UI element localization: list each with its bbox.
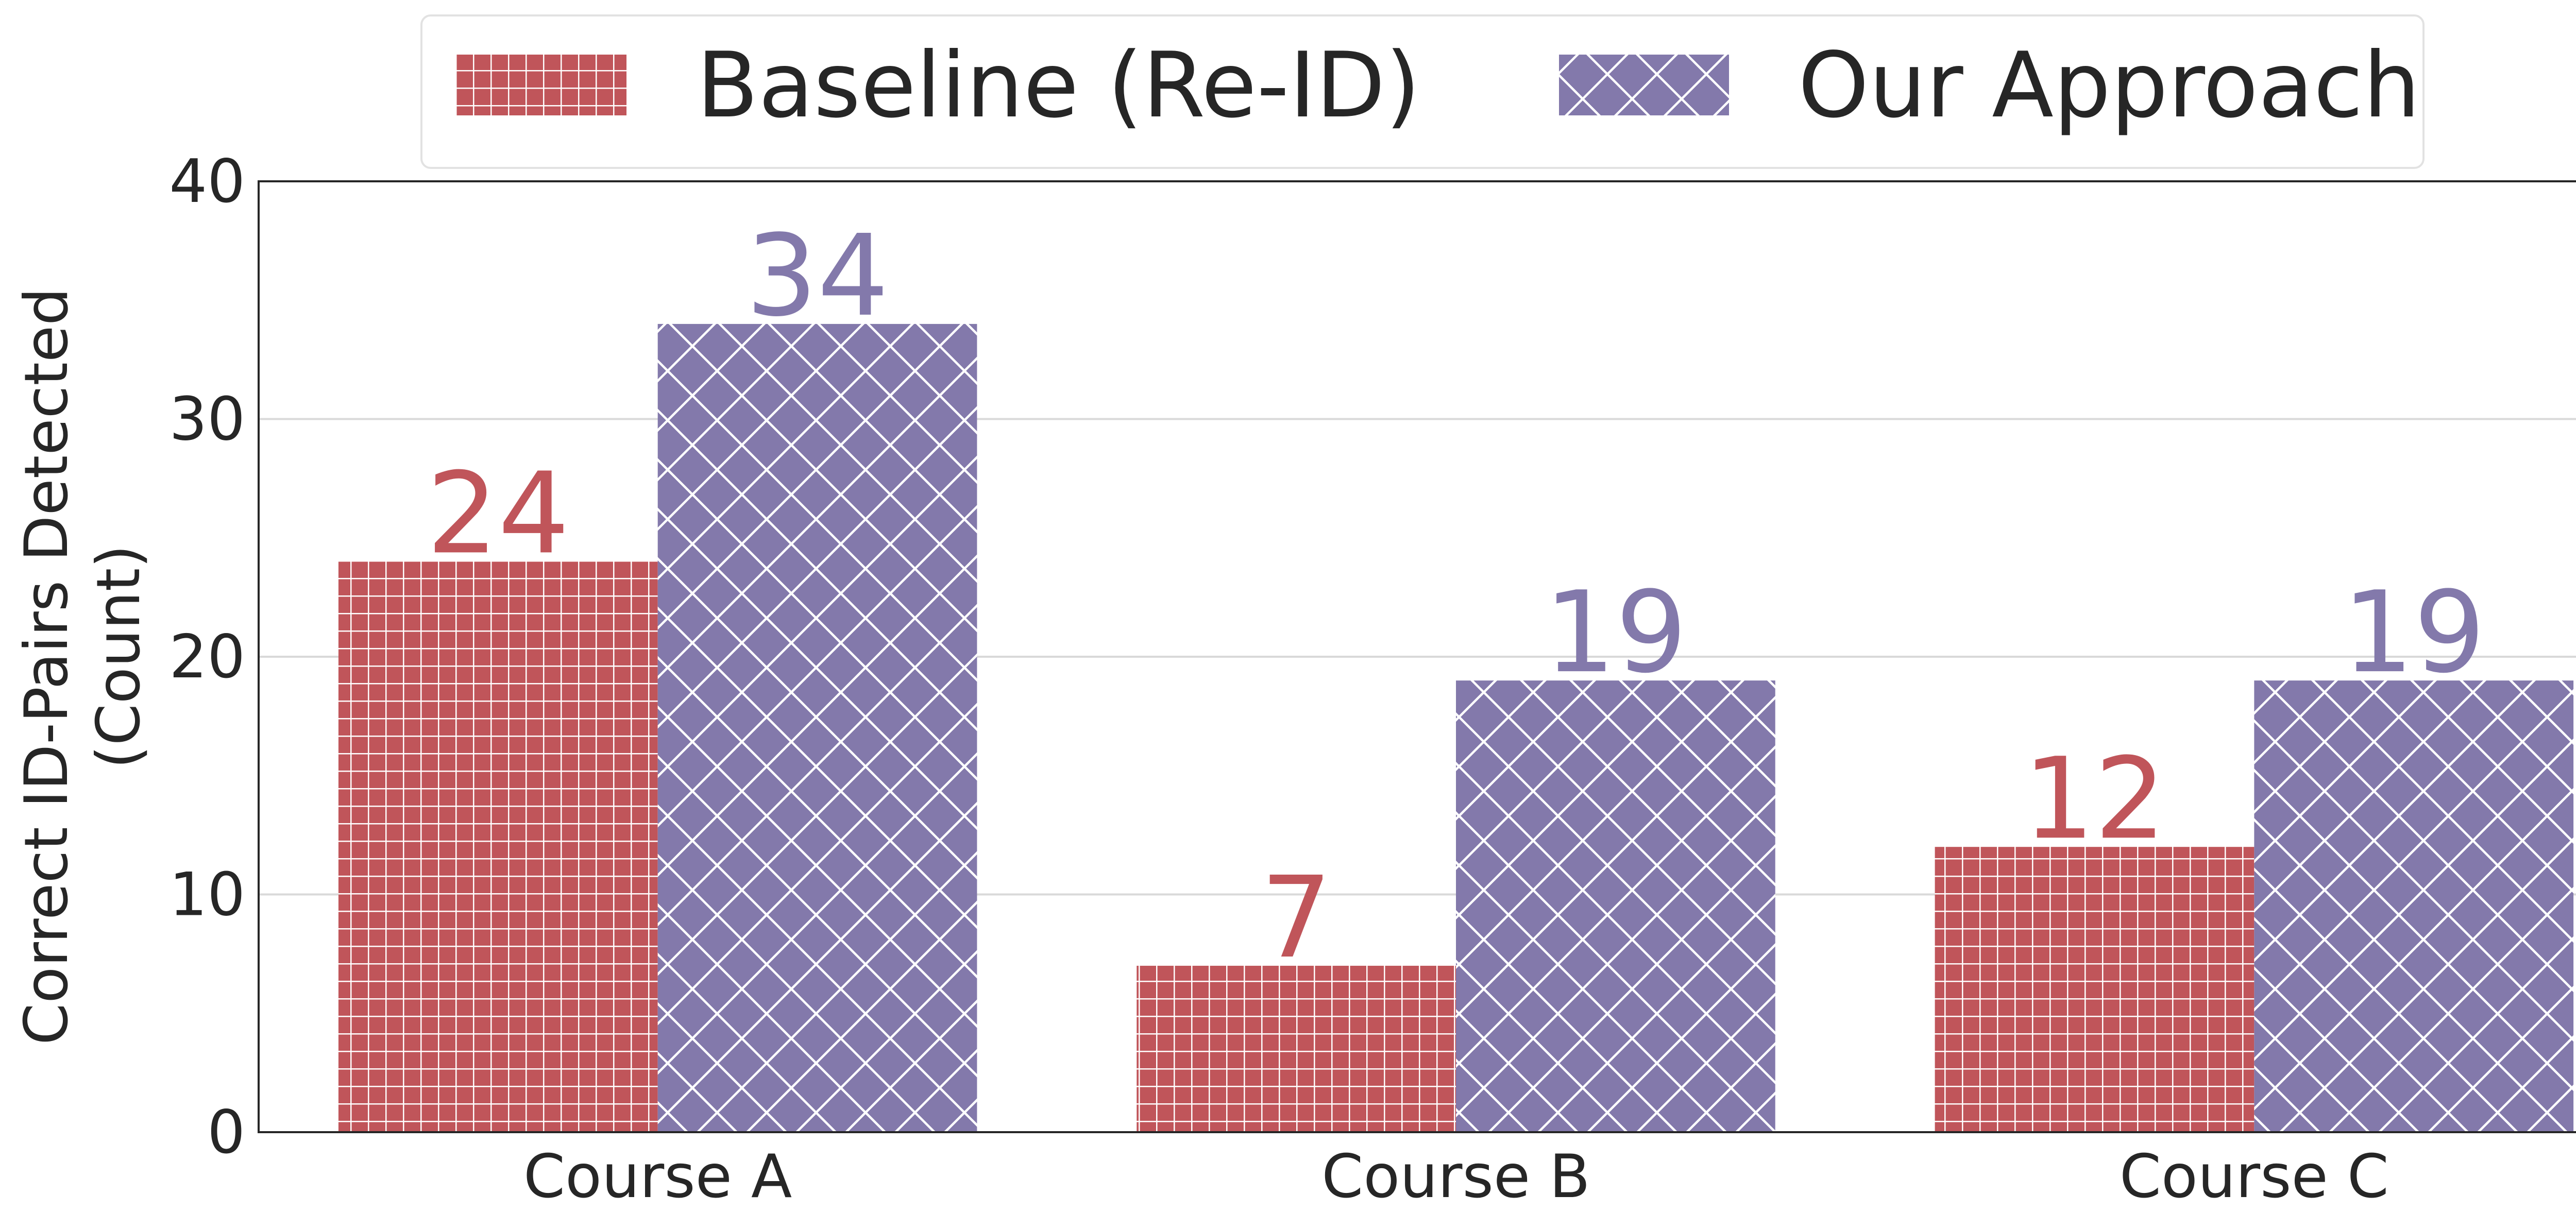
bar-our-approach-course-c bbox=[2254, 680, 2574, 1132]
y-axis-label: Correct ID-Pairs Detected (Count) bbox=[12, 268, 154, 1045]
data-labels: 24 34 7 19 12 19 bbox=[427, 211, 2485, 983]
legend-swatch-baseline bbox=[456, 55, 626, 115]
legend-swatch-our-approach bbox=[1559, 55, 1729, 115]
data-label-our-approach-course-b: 19 bbox=[1544, 568, 1687, 698]
data-label-our-approach-course-a: 34 bbox=[746, 211, 889, 342]
bar-our-approach-course-a bbox=[657, 323, 977, 1132]
data-label-baseline-re-id-course-a: 24 bbox=[427, 449, 569, 579]
y-axis-label-line-1: Correct ID-Pairs Detected bbox=[12, 287, 81, 1045]
y-tick-label: 10 bbox=[169, 860, 245, 930]
bar-our-approach-course-b bbox=[1456, 680, 1775, 1132]
bar-baseline-re-id-course-c bbox=[1935, 847, 2255, 1132]
data-label-baseline-re-id-course-c: 12 bbox=[2023, 734, 2166, 864]
data-label-our-approach-course-c: 19 bbox=[2342, 568, 2485, 698]
y-tick-label: 20 bbox=[169, 622, 245, 692]
bars bbox=[338, 323, 2574, 1132]
y-tick-label: 30 bbox=[169, 385, 245, 454]
x-tick-label: Course A bbox=[523, 1142, 792, 1211]
legend-label-baseline: Baseline (Re-ID) bbox=[697, 33, 1420, 138]
x-tick-label: Course C bbox=[2120, 1142, 2389, 1211]
y-tick-label: 40 bbox=[169, 147, 245, 216]
bar-baseline-re-id-course-b bbox=[1137, 965, 1456, 1132]
data-label-baseline-re-id-course-b: 7 bbox=[1261, 853, 1332, 983]
y-tick-label: 0 bbox=[207, 1098, 245, 1167]
plot-frame bbox=[258, 180, 2576, 1133]
legend-frame bbox=[420, 14, 2425, 169]
bar-baseline-re-id-course-a bbox=[338, 561, 658, 1132]
legend-label-our-approach: Our Approach bbox=[1798, 33, 2420, 138]
y-axis-label-line-2: (Count) bbox=[84, 545, 154, 769]
x-tick-label: Course B bbox=[1321, 1142, 1590, 1211]
x-axis-ticks: Course A Course B Course C bbox=[523, 1142, 2389, 1211]
y-axis-ticks: 0 10 20 30 40 bbox=[169, 147, 245, 1167]
legend: Baseline (Re-ID) Our Approach bbox=[420, 14, 2425, 169]
